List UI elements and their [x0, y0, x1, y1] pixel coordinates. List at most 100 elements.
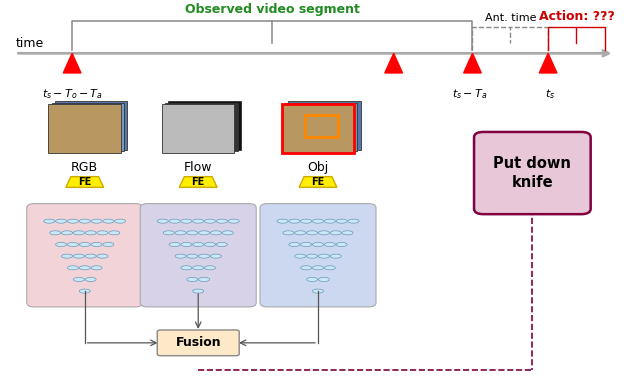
Ellipse shape	[222, 231, 233, 235]
Ellipse shape	[67, 219, 78, 223]
Ellipse shape	[114, 219, 126, 223]
Ellipse shape	[175, 231, 186, 235]
Ellipse shape	[319, 254, 329, 258]
Ellipse shape	[216, 243, 227, 247]
Text: Ant. time: Ant. time	[485, 13, 536, 23]
Ellipse shape	[289, 243, 300, 247]
Ellipse shape	[62, 254, 73, 258]
Ellipse shape	[193, 243, 204, 247]
Ellipse shape	[324, 243, 335, 247]
Text: RGB: RGB	[71, 161, 99, 174]
Ellipse shape	[336, 243, 347, 247]
Ellipse shape	[312, 243, 324, 247]
Ellipse shape	[301, 243, 312, 247]
Ellipse shape	[109, 231, 120, 235]
FancyBboxPatch shape	[282, 104, 354, 153]
Ellipse shape	[80, 266, 90, 270]
Ellipse shape	[80, 243, 90, 247]
Ellipse shape	[187, 231, 198, 235]
Polygon shape	[66, 177, 104, 187]
FancyBboxPatch shape	[55, 102, 127, 150]
FancyBboxPatch shape	[288, 102, 361, 150]
Ellipse shape	[307, 277, 317, 282]
Ellipse shape	[175, 254, 186, 258]
Ellipse shape	[163, 231, 174, 235]
Polygon shape	[464, 53, 481, 73]
Ellipse shape	[80, 219, 90, 223]
Text: Observed video segment: Observed video segment	[185, 3, 360, 16]
Ellipse shape	[294, 254, 306, 258]
Polygon shape	[299, 177, 337, 187]
Ellipse shape	[44, 219, 55, 223]
Ellipse shape	[62, 231, 73, 235]
Ellipse shape	[73, 254, 85, 258]
FancyBboxPatch shape	[157, 330, 239, 356]
Polygon shape	[179, 177, 217, 187]
FancyBboxPatch shape	[162, 104, 235, 153]
Ellipse shape	[319, 277, 329, 282]
Ellipse shape	[205, 219, 216, 223]
Ellipse shape	[73, 277, 85, 282]
Text: $t_s$: $t_s$	[545, 87, 555, 101]
Ellipse shape	[91, 266, 102, 270]
Ellipse shape	[198, 277, 210, 282]
Ellipse shape	[187, 277, 198, 282]
Ellipse shape	[85, 231, 96, 235]
Text: Flow: Flow	[184, 161, 212, 174]
Ellipse shape	[312, 289, 324, 293]
Ellipse shape	[193, 266, 204, 270]
Ellipse shape	[85, 254, 96, 258]
Text: time: time	[15, 37, 44, 50]
Text: Obj: Obj	[307, 161, 329, 174]
Ellipse shape	[307, 231, 317, 235]
Ellipse shape	[187, 254, 198, 258]
Ellipse shape	[348, 219, 359, 223]
Ellipse shape	[324, 266, 335, 270]
Ellipse shape	[294, 231, 306, 235]
FancyBboxPatch shape	[165, 103, 238, 151]
Ellipse shape	[211, 231, 221, 235]
Text: FE: FE	[312, 177, 324, 186]
Ellipse shape	[97, 254, 108, 258]
Text: Put down
knife: Put down knife	[494, 156, 571, 191]
Text: Fusion: Fusion	[176, 337, 221, 349]
Ellipse shape	[169, 219, 180, 223]
Ellipse shape	[205, 243, 216, 247]
Ellipse shape	[55, 243, 67, 247]
Ellipse shape	[181, 243, 192, 247]
Ellipse shape	[85, 277, 96, 282]
FancyBboxPatch shape	[474, 132, 591, 214]
Ellipse shape	[198, 231, 210, 235]
Ellipse shape	[67, 243, 78, 247]
Ellipse shape	[319, 231, 329, 235]
Ellipse shape	[91, 219, 102, 223]
Ellipse shape	[324, 219, 335, 223]
Polygon shape	[539, 53, 557, 73]
Ellipse shape	[97, 231, 108, 235]
Ellipse shape	[181, 266, 192, 270]
Ellipse shape	[228, 219, 239, 223]
Ellipse shape	[157, 219, 169, 223]
Ellipse shape	[103, 243, 114, 247]
Text: FE: FE	[191, 177, 205, 186]
Ellipse shape	[342, 231, 353, 235]
Ellipse shape	[55, 219, 67, 223]
Ellipse shape	[198, 254, 210, 258]
Ellipse shape	[301, 266, 312, 270]
Ellipse shape	[301, 219, 312, 223]
Ellipse shape	[307, 254, 317, 258]
Ellipse shape	[312, 266, 324, 270]
Text: FE: FE	[78, 177, 92, 186]
Ellipse shape	[193, 289, 204, 293]
Ellipse shape	[193, 219, 204, 223]
Ellipse shape	[216, 219, 227, 223]
FancyBboxPatch shape	[169, 102, 241, 150]
Ellipse shape	[289, 219, 300, 223]
Ellipse shape	[91, 243, 102, 247]
FancyBboxPatch shape	[140, 204, 256, 307]
Ellipse shape	[283, 231, 294, 235]
Ellipse shape	[80, 289, 90, 293]
Polygon shape	[385, 53, 403, 73]
Ellipse shape	[73, 231, 85, 235]
Ellipse shape	[277, 219, 288, 223]
